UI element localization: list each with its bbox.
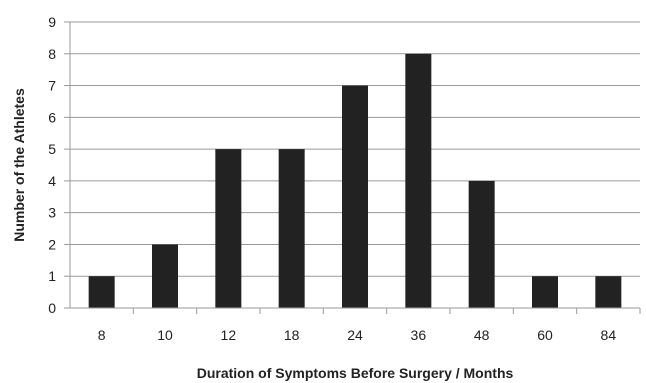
x-tick-label: 12	[221, 327, 237, 343]
x-axis-title: Duration of Symptoms Before Surgery / Mo…	[197, 365, 514, 381]
x-tick-label: 48	[474, 327, 490, 343]
x-tick-label: 36	[411, 327, 427, 343]
x-axis-ticks: 8 10 12 18 24 36 48 60 84	[98, 308, 641, 343]
y-tick-label: 5	[48, 141, 56, 157]
bar-60	[532, 276, 558, 308]
y-tick-label: 3	[48, 205, 56, 221]
bars	[88, 53, 622, 309]
y-axis-ticks: 0 1 2 3 4 5 6 7 8 9	[48, 14, 70, 316]
y-tick-label: 7	[48, 78, 56, 94]
y-tick-label: 6	[48, 109, 56, 125]
bar-18	[278, 149, 305, 308]
y-tick-label: 1	[48, 268, 56, 284]
x-tick-label: 18	[284, 327, 300, 343]
y-tick-label: 9	[48, 14, 56, 30]
axes	[69, 22, 640, 309]
bar-8	[88, 276, 115, 308]
y-axis-title: Number of the Athletes	[11, 88, 27, 242]
x-tick-label: 10	[157, 327, 173, 343]
x-tick-label: 8	[98, 327, 106, 343]
x-tick-label: 84	[601, 327, 617, 343]
x-tick-label: 60	[537, 327, 553, 343]
bar-48	[468, 180, 495, 308]
bar-24	[342, 85, 368, 308]
bar-84	[595, 276, 622, 308]
y-tick-label: 8	[48, 46, 56, 62]
bar-36	[405, 53, 432, 309]
x-tick-label: 24	[347, 327, 363, 343]
bar-10	[152, 244, 178, 308]
y-tick-label: 0	[48, 300, 56, 316]
bar-12	[215, 149, 242, 308]
y-tick-label: 2	[48, 236, 56, 252]
y-tick-label: 4	[48, 173, 56, 189]
